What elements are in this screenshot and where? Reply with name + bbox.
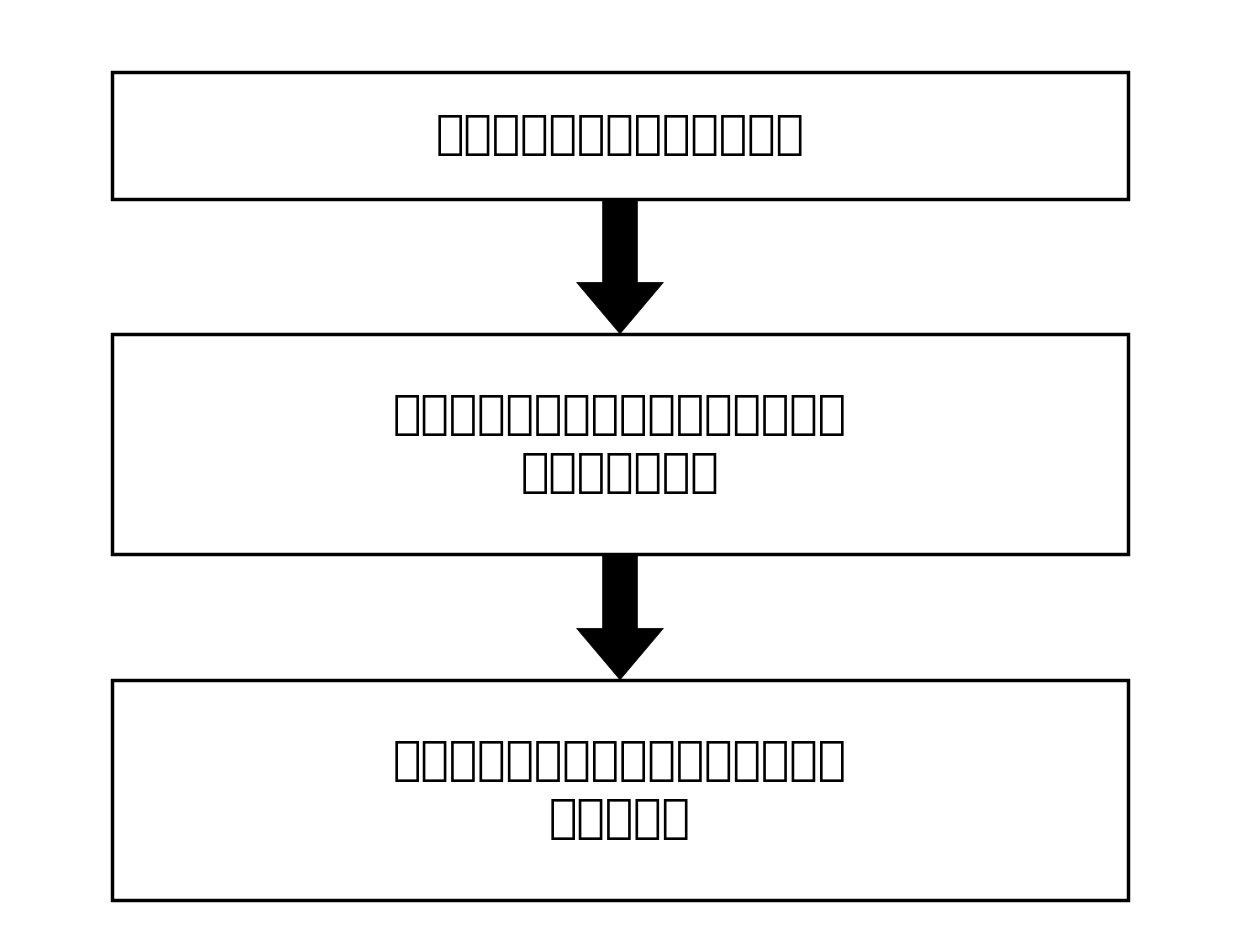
Text: 陷阱的分布: 陷阱的分布 (549, 797, 691, 842)
Polygon shape (577, 554, 663, 680)
Text: 计算测试图形表面态陷阱填充完毕时: 计算测试图形表面态陷阱填充完毕时 (393, 393, 847, 438)
Text: 俘获的电子数量: 俘获的电子数量 (521, 451, 719, 496)
Polygon shape (577, 199, 663, 334)
Bar (112, 72, 1128, 199)
Bar (112, 681, 1128, 899)
Bar (112, 334, 1128, 554)
Text: 计算不同频率电压下测试图形表面态: 计算不同频率电压下测试图形表面态 (393, 739, 847, 784)
Text: 制作测试图形并连接测试电路: 制作测试图形并连接测试电路 (435, 113, 805, 158)
